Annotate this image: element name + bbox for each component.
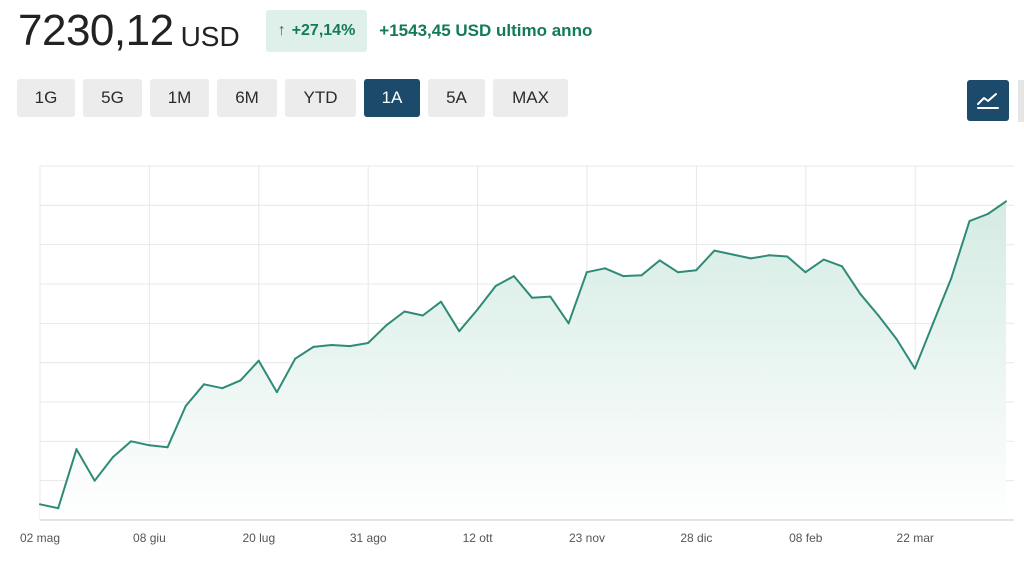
range-button-max[interactable]: MAX [493, 79, 568, 117]
price-point [932, 322, 935, 325]
price-point [275, 391, 278, 394]
x-tick-label: 20 lug [242, 531, 275, 545]
chart-type-button[interactable] [967, 80, 1009, 121]
price-point [239, 379, 242, 382]
price-point [403, 310, 406, 313]
price-point [330, 343, 333, 346]
x-tick-label: 22 mar [897, 531, 934, 545]
price-point [494, 284, 497, 287]
price-point [1005, 200, 1007, 203]
price-point [184, 404, 187, 407]
price-point [676, 271, 679, 274]
price-header: 7230,12 USD ↑ +27,14% +1543,45 USD ultim… [18, 6, 592, 56]
price-point [512, 275, 515, 278]
price-point [567, 322, 570, 325]
price-point [221, 387, 224, 390]
price-chart: 02 mag 08 giu 20 lug 31 ago 12 ott 23 nov 28 d… [20, 165, 1014, 545]
price-point [111, 456, 114, 459]
current-price: 7230,12 [18, 6, 174, 55]
price-point [348, 345, 351, 348]
price-point [604, 267, 607, 270]
price-point [312, 345, 315, 348]
price-point [859, 292, 862, 295]
price-currency: USD [180, 21, 240, 52]
price-point [385, 324, 388, 327]
line-chart-icon [977, 92, 999, 109]
price-point [895, 338, 898, 341]
price-point [93, 479, 96, 482]
price-point [968, 220, 971, 223]
price-point [439, 300, 442, 303]
x-tick-label: 31 ago [350, 531, 387, 545]
price-point [57, 507, 60, 510]
x-tick-label: 08 feb [789, 531, 823, 545]
price-point [913, 367, 916, 370]
price-point [367, 342, 370, 344]
price-point [148, 444, 151, 447]
x-tick-label: 02 mag [20, 531, 60, 545]
range-button-1a[interactable]: 1A [364, 79, 420, 117]
price-point [822, 258, 825, 261]
price-point [658, 259, 661, 262]
arrow-up-icon: ↑ [277, 22, 286, 39]
price-point [640, 274, 643, 277]
price-point [804, 271, 807, 274]
price-line [39, 200, 1007, 510]
price-point [421, 314, 424, 317]
price-point [622, 275, 625, 278]
time-range-selector: 1G 5G 1M 6M YTD 1A 5A MAX [17, 79, 576, 117]
x-tick-label: 08 giu [133, 531, 166, 545]
range-button-6m[interactable]: 6M [217, 79, 277, 117]
toolbar-edge [1018, 80, 1024, 122]
price-point [768, 254, 771, 257]
price-area [40, 201, 1006, 520]
price-point [713, 249, 716, 252]
price-point [39, 503, 41, 506]
range-button-1m[interactable]: 1M [150, 79, 209, 117]
change-percent: +27,14% [291, 22, 356, 39]
x-tick-label: 12 ott [463, 531, 494, 545]
price-point [166, 446, 169, 449]
change-absolute: +1543,45 USD ultimo anno [379, 21, 593, 40]
price-point [986, 212, 989, 215]
price-point [749, 257, 752, 260]
price-point [531, 296, 534, 299]
x-axis-ticks: 02 mag 08 giu 20 lug 31 ago 12 ott 23 nov 28 d… [20, 531, 934, 545]
range-button-1g[interactable]: 1G [17, 79, 75, 117]
price-point [130, 440, 133, 443]
range-button-ytd[interactable]: YTD [285, 79, 356, 117]
price-point [75, 448, 78, 451]
price-point [585, 271, 588, 274]
price-point [203, 383, 206, 386]
price-point [877, 314, 880, 317]
x-tick-label: 28 dic [680, 531, 712, 545]
price-point [731, 253, 734, 256]
price-point [786, 255, 789, 258]
price-point [476, 308, 479, 311]
change-percent-badge: ↑ +27,14% [265, 10, 368, 52]
x-tick-label: 23 nov [569, 531, 605, 545]
price-point [695, 269, 698, 272]
price-point [257, 359, 260, 362]
price-point [840, 265, 843, 268]
price-point [458, 330, 461, 333]
price-point [294, 357, 297, 360]
price-point [549, 295, 552, 298]
range-button-5g[interactable]: 5G [83, 79, 142, 117]
price-points [39, 200, 1007, 510]
range-button-5a[interactable]: 5A [428, 79, 485, 117]
price-point [950, 277, 953, 280]
